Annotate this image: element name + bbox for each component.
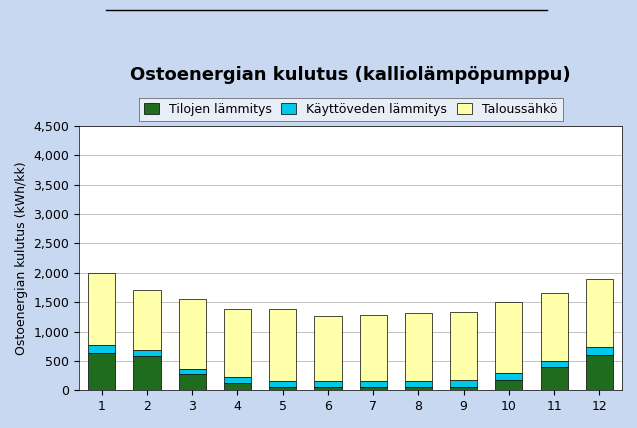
Bar: [496, 302, 522, 373]
Bar: [360, 381, 387, 387]
Bar: [586, 348, 613, 355]
Bar: [586, 355, 613, 390]
Bar: [133, 291, 161, 350]
Bar: [315, 387, 341, 390]
Bar: [405, 387, 432, 390]
Bar: [541, 293, 568, 361]
Bar: [133, 350, 161, 356]
Bar: [496, 373, 522, 380]
Bar: [315, 381, 341, 387]
Text: Ostoenergian kulutus (kalliolämpöpumppu): Ostoenergian kulutus (kalliolämpöpumppu): [130, 66, 571, 84]
Bar: [450, 312, 477, 380]
Bar: [405, 381, 432, 387]
Bar: [178, 374, 206, 390]
Bar: [269, 309, 296, 381]
Bar: [360, 315, 387, 381]
Bar: [541, 361, 568, 367]
Bar: [88, 353, 115, 390]
Bar: [450, 380, 477, 387]
Bar: [224, 309, 251, 377]
Bar: [450, 387, 477, 390]
Bar: [178, 369, 206, 374]
Bar: [541, 367, 568, 390]
Bar: [269, 381, 296, 387]
Bar: [315, 316, 341, 381]
Bar: [496, 380, 522, 390]
Bar: [360, 387, 387, 390]
Bar: [224, 383, 251, 390]
Bar: [269, 387, 296, 390]
Bar: [178, 299, 206, 369]
Y-axis label: Ostoenergian kulutus (kWh/kk): Ostoenergian kulutus (kWh/kk): [15, 161, 28, 355]
Legend: Tilojen lämmitys, Käyttöveden lämmitys, Taloussähkö: Tilojen lämmitys, Käyttöveden lämmitys, …: [138, 98, 562, 121]
Bar: [224, 377, 251, 383]
Bar: [88, 273, 115, 345]
Bar: [586, 279, 613, 348]
Bar: [88, 345, 115, 353]
Bar: [405, 313, 432, 381]
Bar: [133, 356, 161, 390]
